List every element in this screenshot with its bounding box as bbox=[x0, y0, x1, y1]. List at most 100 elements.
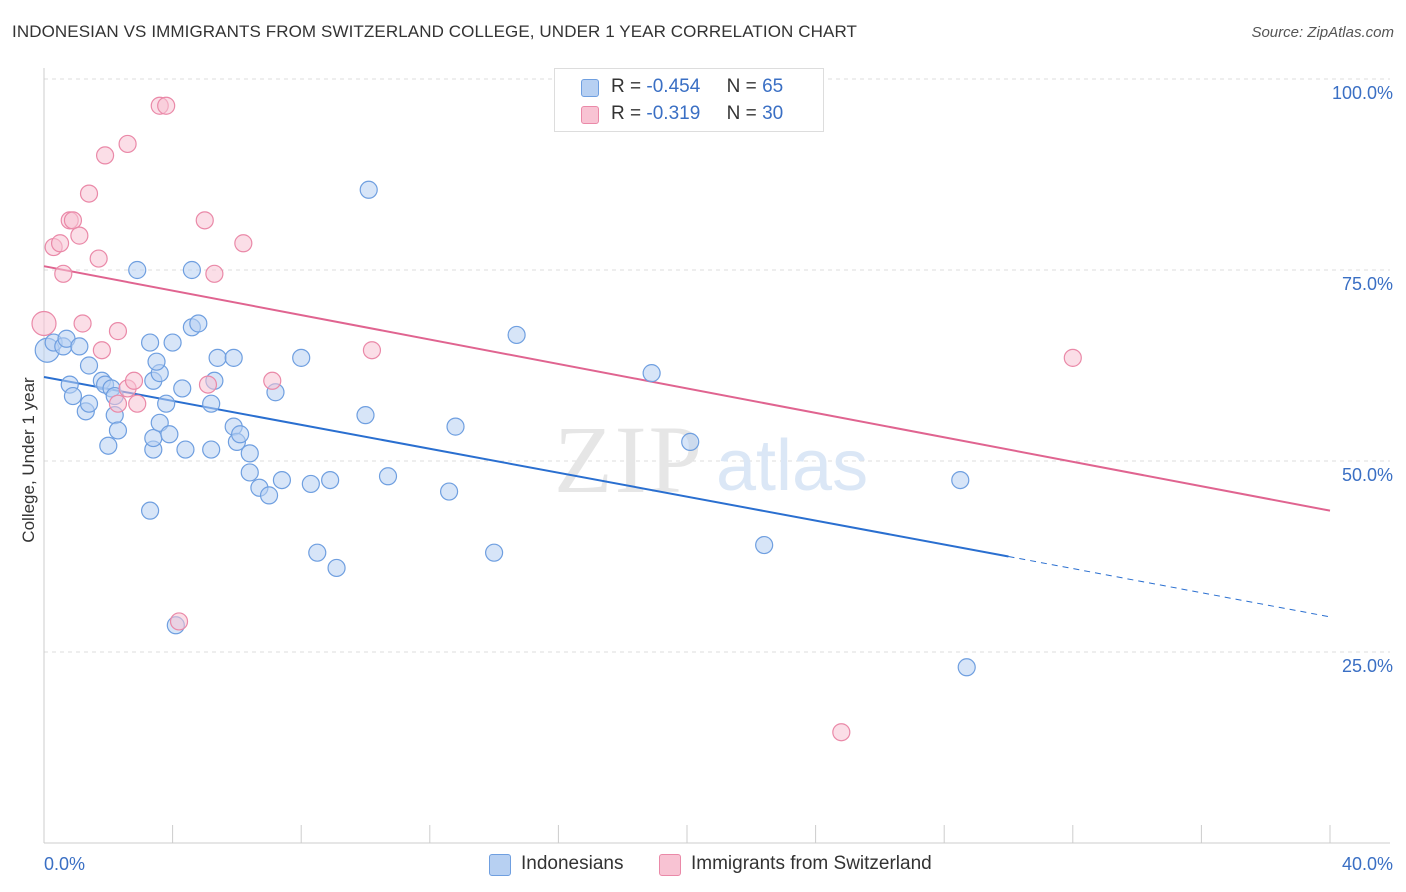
data-point-indonesians bbox=[182, 260, 201, 280]
legend-r-value: -0.319 bbox=[646, 103, 701, 124]
data-point-indonesians bbox=[163, 333, 182, 352]
data-point-switzerland bbox=[95, 146, 115, 165]
y-tick-label: 50.0% bbox=[1342, 465, 1393, 485]
data-point-switzerland bbox=[234, 234, 253, 253]
y-tick-label: 75.0% bbox=[1342, 274, 1393, 294]
data-point-indonesians bbox=[356, 406, 375, 425]
data-point-indonesians bbox=[63, 386, 83, 406]
data-point-indonesians bbox=[292, 348, 311, 367]
data-point-indonesians bbox=[79, 356, 99, 375]
gridlines bbox=[44, 78, 1390, 653]
data-point-indonesians bbox=[240, 444, 259, 463]
data-point-indonesians bbox=[208, 348, 227, 367]
data-point-switzerland bbox=[31, 310, 57, 337]
data-point-indonesians bbox=[140, 501, 160, 520]
bottom-legend-swatch-indonesians bbox=[489, 854, 511, 876]
data-point-indonesians bbox=[160, 425, 179, 444]
data-point-switzerland bbox=[118, 134, 137, 154]
data-point-switzerland bbox=[832, 723, 851, 742]
data-point-switzerland bbox=[79, 184, 99, 203]
legend-r-label: R = bbox=[611, 103, 642, 124]
data-point-indonesians bbox=[681, 432, 700, 451]
data-point-indonesians bbox=[70, 337, 89, 356]
data-point-switzerland bbox=[1063, 348, 1082, 367]
data-point-switzerland bbox=[263, 371, 282, 390]
data-point-switzerland bbox=[92, 341, 111, 360]
data-point-switzerland bbox=[362, 341, 382, 360]
legend-n-value: 65 bbox=[762, 76, 784, 97]
watermark: ZIP atlas bbox=[554, 406, 868, 513]
data-point-indonesians bbox=[439, 482, 459, 501]
data-point-indonesians bbox=[359, 180, 378, 199]
legend-n-label: N = bbox=[726, 103, 757, 124]
data-point-indonesians bbox=[128, 260, 147, 280]
bottom-legend-label: Indonesians bbox=[521, 853, 624, 874]
data-point-switzerland bbox=[73, 314, 92, 333]
data-point-indonesians bbox=[301, 474, 320, 494]
data-point-switzerland bbox=[124, 371, 144, 390]
data-point-switzerland bbox=[195, 211, 214, 230]
data-point-indonesians bbox=[202, 440, 221, 459]
data-point-switzerland bbox=[50, 234, 70, 253]
chart-title: INDONESIAN VS IMMIGRANTS FROM SWITZERLAN… bbox=[12, 22, 857, 41]
data-point-indonesians bbox=[79, 394, 99, 413]
data-point-switzerland bbox=[108, 394, 128, 413]
data-point-indonesians bbox=[144, 428, 163, 448]
data-point-indonesians bbox=[272, 471, 292, 490]
data-point-switzerland bbox=[54, 264, 73, 283]
y-tick-label: 25.0% bbox=[1342, 656, 1393, 676]
data-point-switzerland bbox=[205, 264, 224, 283]
bottom-legend-swatch-switzerland bbox=[659, 854, 681, 876]
legend-swatch-indonesians bbox=[581, 79, 599, 97]
legend-swatch-switzerland bbox=[581, 106, 599, 124]
data-point-switzerland bbox=[89, 249, 108, 268]
data-point-indonesians bbox=[308, 543, 327, 562]
x-tick-label: 0.0% bbox=[44, 854, 85, 874]
source-note: Source: ZipAtlas.com bbox=[1251, 24, 1394, 41]
data-point-indonesians bbox=[157, 394, 176, 413]
data-point-indonesians bbox=[224, 348, 243, 367]
y-axis-label: College, Under 1 year bbox=[19, 377, 38, 543]
axes bbox=[43, 68, 1390, 844]
watermark-atlas: atlas bbox=[716, 426, 868, 506]
legend-r-value: -0.454 bbox=[646, 76, 701, 97]
data-point-switzerland bbox=[169, 612, 189, 631]
legend-n-label: N = bbox=[726, 76, 757, 97]
data-point-switzerland bbox=[63, 211, 83, 230]
data-point-switzerland bbox=[70, 226, 89, 245]
x-tick-label: 40.0% bbox=[1342, 854, 1393, 874]
data-point-switzerland bbox=[128, 394, 147, 413]
data-point-switzerland bbox=[108, 322, 128, 341]
data-point-indonesians bbox=[259, 486, 279, 505]
data-point-indonesians bbox=[507, 325, 526, 345]
data-point-indonesians bbox=[176, 440, 195, 459]
data-point-indonesians bbox=[240, 463, 259, 482]
legend-r-label: R = bbox=[611, 76, 642, 97]
legend-n-value: 30 bbox=[762, 103, 784, 124]
tick-labels: 25.0% 50.0% 75.0% 100.0% 0.0% 40.0% bbox=[44, 83, 1393, 874]
data-point-indonesians bbox=[189, 314, 208, 333]
data-point-indonesians bbox=[755, 535, 774, 555]
data-point-indonesians bbox=[957, 658, 976, 677]
data-point-indonesians bbox=[642, 364, 661, 383]
data-point-indonesians bbox=[327, 558, 346, 578]
data-point-indonesians bbox=[173, 379, 192, 398]
data-point-indonesians bbox=[485, 543, 504, 562]
data-point-indonesians bbox=[147, 352, 166, 371]
data-point-indonesians bbox=[108, 421, 128, 440]
data-point-indonesians bbox=[378, 467, 398, 486]
trend-line-1 bbox=[43, 265, 1331, 512]
data-point-indonesians bbox=[446, 417, 465, 436]
data-point-switzerland bbox=[157, 96, 176, 115]
data-point-switzerland bbox=[198, 375, 218, 394]
data-points bbox=[31, 69, 1082, 742]
correlation-legend: R = -0.454 N = 65 R = -0.319 N = 30 bbox=[554, 68, 824, 132]
bottom-legend-label: Immigrants from Switzerland bbox=[691, 853, 932, 874]
data-point-indonesians bbox=[951, 471, 970, 490]
y-tick-label: 100.0% bbox=[1332, 83, 1393, 103]
data-point-indonesians bbox=[231, 425, 250, 444]
watermark-zip: ZIP bbox=[554, 406, 704, 513]
trend-line-extension-0 bbox=[1008, 556, 1331, 618]
data-point-indonesians bbox=[99, 436, 118, 455]
